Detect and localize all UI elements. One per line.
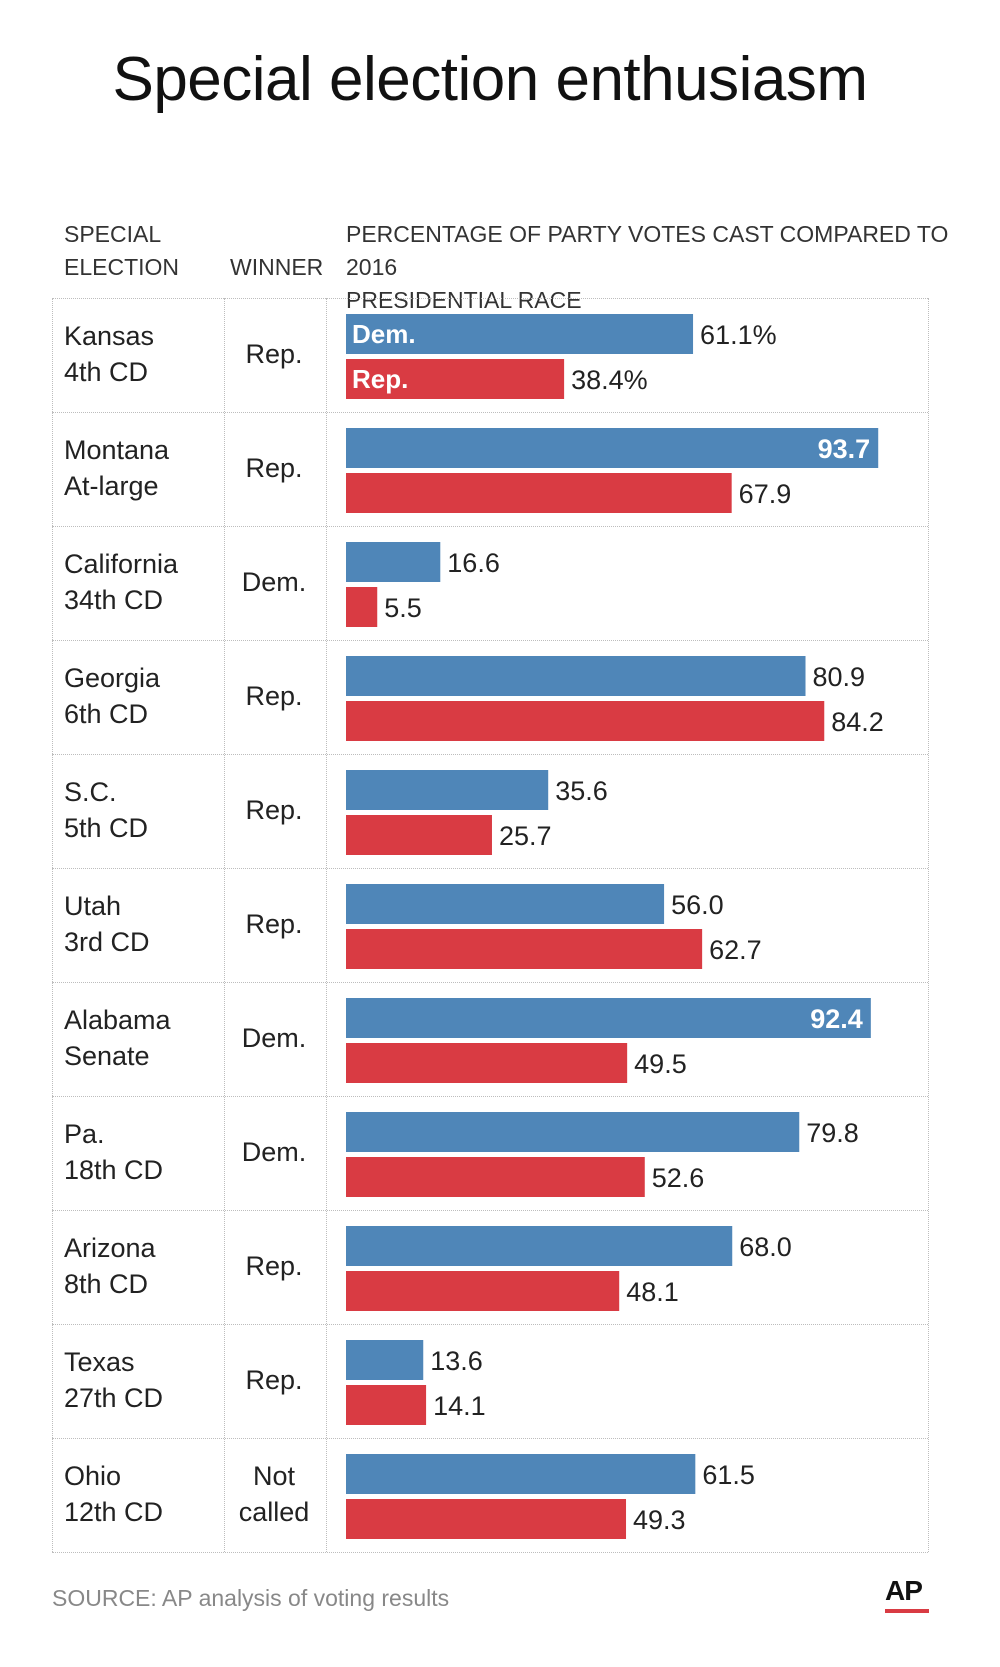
row-divider <box>52 1438 928 1439</box>
election-label: Utah 3rd CD <box>64 891 150 957</box>
column-divider <box>928 298 929 1552</box>
winner-label: Rep. <box>245 681 303 711</box>
election-label: Alabama Senate <box>64 1005 171 1071</box>
winner-label: Dem. <box>241 1023 307 1053</box>
value-label: 56.0 <box>671 890 724 920</box>
row-divider <box>52 1324 928 1325</box>
dem-bar <box>346 770 549 810</box>
dem-bar <box>346 542 441 582</box>
value-label: 48.1 <box>626 1277 679 1307</box>
source-note: SOURCE: AP analysis of voting results <box>52 1585 450 1611</box>
value-label: 14.1 <box>433 1391 486 1421</box>
row-divider <box>52 1096 928 1097</box>
rep-bar <box>346 701 825 741</box>
value-label: 80.9 <box>813 662 866 692</box>
dem-bar <box>346 998 871 1038</box>
value-label: 25.7 <box>499 821 552 851</box>
election-label: Ohio 12th CD <box>64 1461 164 1527</box>
row-divider <box>52 754 928 755</box>
dem-bar <box>346 1226 733 1266</box>
value-label: 13.6 <box>430 1346 483 1376</box>
value-label: 67.9 <box>739 479 792 509</box>
election-label: Georgia 6th CD <box>64 663 161 729</box>
series-name-label: Dem. <box>352 319 416 349</box>
winner-label: Rep. <box>245 795 303 825</box>
winner-label: Rep. <box>245 909 303 939</box>
rep-bar <box>346 1043 628 1083</box>
value-label: 5.5 <box>384 593 422 623</box>
value-label: 49.5 <box>634 1049 687 1079</box>
dem-bar <box>346 1112 800 1152</box>
rep-bar <box>346 815 492 855</box>
ap-logo: AP <box>885 1575 929 1613</box>
row-divider <box>52 982 928 983</box>
winner-label: Rep. <box>245 453 303 483</box>
header-percentage: PERCENTAGE OF PARTY VOTES CAST COMPARED … <box>346 218 1000 317</box>
election-label: California 34th CD <box>64 549 179 615</box>
rep-bar <box>346 1385 427 1425</box>
rep-bar <box>346 1157 645 1197</box>
value-label: 16.6 <box>447 548 500 578</box>
row-divider <box>52 640 928 641</box>
rep-bar <box>346 929 703 969</box>
value-label: 84.2 <box>831 707 884 737</box>
header-winner: WINNER <box>230 254 324 280</box>
value-label: 68.0 <box>739 1232 792 1262</box>
series-name-label: Rep. <box>352 364 408 394</box>
column-divider <box>224 298 225 1552</box>
dem-bar <box>346 884 665 924</box>
value-label: 93.7 <box>818 434 871 464</box>
value-label: 79.8 <box>806 1118 859 1148</box>
dem-bar <box>346 428 879 468</box>
election-label: Texas 27th CD <box>64 1347 164 1413</box>
ap-logo-text: AP <box>885 1575 923 1606</box>
header-election-line1: SPECIAL <box>64 221 162 247</box>
winner-label: Rep. <box>245 339 303 369</box>
dem-bar <box>346 1340 424 1380</box>
column-divider <box>52 298 53 1552</box>
rep-bar <box>346 473 732 513</box>
chart-title: Special election enthusiasm <box>112 45 868 114</box>
ap-logo-underline <box>885 1609 929 1613</box>
value-label: 92.4 <box>810 1004 863 1034</box>
winner-label: Rep. <box>245 1365 303 1395</box>
value-label: 49.3 <box>633 1505 686 1535</box>
row-divider <box>52 526 928 527</box>
election-label: Montana At-large <box>64 435 170 501</box>
header-special-election: SPECIAL ELECTION <box>64 218 179 284</box>
row-divider <box>52 298 928 299</box>
winner-label: Not called <box>238 1461 310 1527</box>
dem-bar <box>346 314 694 354</box>
winner-label: Dem. <box>241 567 307 597</box>
row-divider <box>52 1210 928 1211</box>
election-label: Pa. 18th CD <box>64 1119 164 1185</box>
rep-bar <box>346 1499 627 1539</box>
rep-bar <box>346 359 565 399</box>
header-pct-line1: PERCENTAGE OF PARTY VOTES CAST COMPARED … <box>346 221 949 280</box>
election-label: Arizona 8th CD <box>64 1233 156 1299</box>
header-election-line2: ELECTION <box>64 254 180 280</box>
rep-bar <box>346 587 378 627</box>
winner-label: Rep. <box>245 1251 303 1281</box>
value-label: 61.5 <box>702 1460 755 1490</box>
value-label: 38.4% <box>571 365 648 395</box>
winner-label: Dem. <box>241 1137 307 1167</box>
election-label: Kansas 4th CD <box>64 321 155 387</box>
election-label: S.C. 5th CD <box>64 777 149 843</box>
value-label: 52.6 <box>652 1163 705 1193</box>
dem-bar <box>346 1454 696 1494</box>
value-label: 61.1% <box>700 320 777 350</box>
value-label: 35.6 <box>555 776 608 806</box>
row-divider <box>52 868 928 869</box>
rep-bar <box>346 1271 620 1311</box>
row-divider <box>52 412 928 413</box>
column-divider <box>326 298 327 1552</box>
value-label: 62.7 <box>709 935 762 965</box>
row-divider <box>52 1552 928 1553</box>
header-pct-line2: PRESIDENTIAL RACE <box>346 287 582 313</box>
dem-bar <box>346 656 806 696</box>
